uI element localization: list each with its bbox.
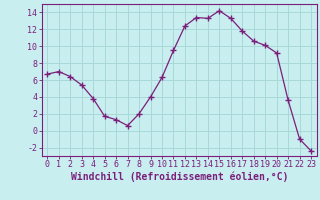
X-axis label: Windchill (Refroidissement éolien,°C): Windchill (Refroidissement éolien,°C): [70, 172, 288, 182]
